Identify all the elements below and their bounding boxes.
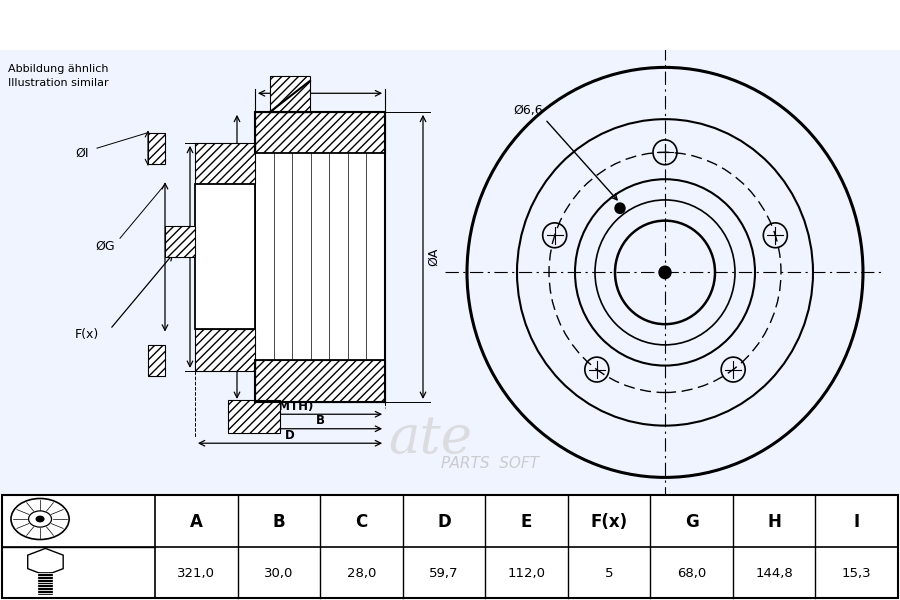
Text: 15,3: 15,3 — [842, 566, 871, 580]
Circle shape — [659, 266, 671, 278]
Text: 112,0: 112,0 — [508, 566, 545, 580]
Bar — [228, 400, 280, 433]
Text: G: G — [685, 513, 698, 531]
Text: 24.0130-0175.1    430175: 24.0130-0175.1 430175 — [230, 10, 670, 40]
Text: Illustration similar: Illustration similar — [8, 78, 109, 88]
Text: 321,0: 321,0 — [177, 566, 215, 580]
Text: B: B — [316, 413, 325, 427]
Bar — [270, 76, 310, 112]
Text: C: C — [356, 513, 367, 531]
Bar — [148, 345, 165, 376]
Circle shape — [36, 516, 44, 521]
Text: ate: ate — [388, 413, 472, 464]
Text: D: D — [285, 429, 295, 442]
Text: 68,0: 68,0 — [677, 566, 706, 580]
Text: H: H — [767, 513, 781, 531]
Text: E: E — [521, 513, 532, 531]
Text: D: D — [437, 513, 451, 531]
Text: ØG: ØG — [95, 240, 114, 253]
Bar — [255, 112, 385, 154]
Text: 59,7: 59,7 — [429, 566, 459, 580]
Bar — [195, 143, 255, 184]
Text: ØA: ØA — [427, 248, 440, 266]
Text: PARTS  SOFT: PARTS SOFT — [441, 457, 539, 472]
Text: Abbildung ähnlich: Abbildung ähnlich — [8, 64, 109, 74]
Bar — [195, 329, 255, 371]
Circle shape — [615, 203, 625, 214]
Text: B: B — [273, 513, 285, 531]
Text: ØH: ØH — [241, 247, 254, 266]
Text: 28,0: 28,0 — [346, 566, 376, 580]
Bar — [255, 154, 385, 361]
Bar — [148, 133, 165, 164]
Bar — [39, 572, 52, 594]
Text: ØI: ØI — [75, 147, 88, 160]
Bar — [255, 361, 385, 402]
Text: F(x): F(x) — [75, 328, 99, 341]
Text: C (MTH): C (MTH) — [260, 400, 313, 413]
Text: A: A — [190, 513, 203, 531]
Text: 30,0: 30,0 — [264, 566, 293, 580]
Text: 144,8: 144,8 — [755, 566, 793, 580]
Bar — [195, 184, 255, 329]
Text: ØE: ØE — [200, 248, 213, 266]
Text: I: I — [854, 513, 859, 531]
Text: F(x): F(x) — [590, 513, 627, 531]
Text: Ø6,6: Ø6,6 — [513, 104, 543, 117]
Bar — [165, 226, 195, 257]
Text: 5: 5 — [605, 566, 613, 580]
